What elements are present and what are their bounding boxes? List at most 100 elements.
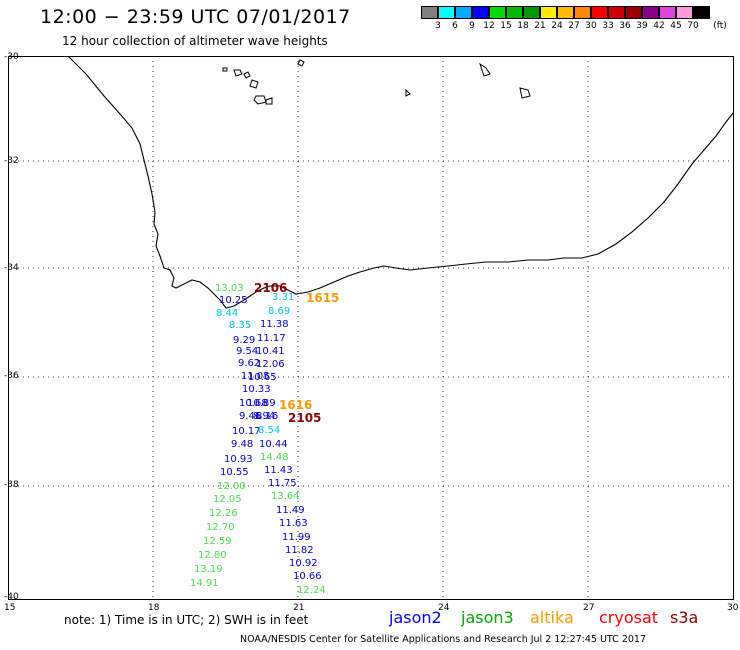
scale-tick-label: 27 bbox=[568, 21, 580, 31]
wave-height-value: 8.35 bbox=[229, 320, 252, 331]
scale-tick-label: 3 bbox=[435, 21, 441, 31]
wave-height-value: 11.17 bbox=[257, 333, 286, 344]
scale-swatch bbox=[625, 6, 642, 19]
wave-height-value: 3.31 bbox=[272, 292, 295, 303]
longitude-label: 18 bbox=[148, 603, 160, 613]
wave-height-value: 10.44 bbox=[259, 439, 288, 450]
wave-height-value: 11.75 bbox=[268, 478, 297, 489]
wave-height-value: 12.06 bbox=[256, 359, 285, 370]
pass-id: 1615 bbox=[306, 291, 340, 305]
wave-height-value: 8.16 bbox=[256, 411, 279, 422]
wave-height-value: 12.00 bbox=[217, 481, 246, 492]
scale-swatch bbox=[540, 6, 557, 19]
wave-height-value: 10.41 bbox=[256, 346, 285, 357]
satellite-name-jason2: jason2 bbox=[389, 608, 442, 627]
scale-tick-label: 9 bbox=[469, 21, 475, 31]
page-title: 12:00 − 23:59 UTC 07/01/2017 bbox=[40, 6, 351, 28]
wave-height-value: 12.26 bbox=[209, 508, 238, 519]
wave-height-value: 9.48 bbox=[231, 439, 254, 450]
scale-swatch bbox=[472, 6, 489, 19]
pass-id: 2106 bbox=[254, 281, 288, 295]
wave-height-value: 10.92 bbox=[289, 558, 318, 569]
satellite-name-altika: altika bbox=[530, 608, 574, 627]
wave-height-value: 11.82 bbox=[285, 545, 314, 556]
wave-height-value: 13.19 bbox=[194, 564, 223, 575]
wave-height-value: 11.49 bbox=[276, 505, 305, 516]
pass-id: 1616 bbox=[279, 398, 313, 412]
scale-swatch bbox=[693, 6, 710, 19]
scale-unit: (ft) bbox=[713, 21, 727, 31]
wave-height-value: 12.24 bbox=[297, 585, 326, 596]
wave-height-value: 14.91 bbox=[190, 578, 219, 589]
scale-swatch bbox=[574, 6, 591, 19]
scale-tick-label: 45 bbox=[670, 21, 682, 31]
wave-height-value: 8.44 bbox=[216, 308, 239, 319]
wave-height-value: 10.17 bbox=[232, 426, 261, 437]
scale-tick-label: 30 bbox=[585, 21, 597, 31]
scale-swatch bbox=[659, 6, 676, 19]
scale-swatch bbox=[591, 6, 608, 19]
wave-height-value: 12.70 bbox=[206, 522, 235, 533]
scale-swatch bbox=[557, 6, 574, 19]
coastline bbox=[67, 56, 734, 309]
scale-tick-label: 70 bbox=[687, 21, 699, 31]
longitude-label: 15 bbox=[4, 603, 16, 613]
wave-height-value: 10.89 bbox=[247, 398, 276, 409]
wave-height-value: 12.59 bbox=[203, 536, 232, 547]
scale-tick-label: 21 bbox=[534, 21, 546, 31]
wave-height-value: 11.38 bbox=[260, 319, 289, 330]
scale-tick-label: 18 bbox=[517, 21, 529, 31]
scale-swatch bbox=[608, 6, 625, 19]
scale-swatch bbox=[676, 6, 693, 19]
scale-swatch bbox=[455, 6, 472, 19]
graticule-grid bbox=[8, 56, 734, 600]
scale-swatch bbox=[642, 6, 659, 19]
wave-height-value: 10.93 bbox=[224, 454, 253, 465]
scale-tick-label: 15 bbox=[500, 21, 512, 31]
map-border bbox=[8, 56, 734, 600]
satellite-name-jason3: jason3 bbox=[461, 608, 514, 627]
wave-height-value: 10.55 bbox=[220, 467, 249, 478]
wave-height-value: 8.69 bbox=[268, 306, 291, 317]
wave-height-value: 9.54 bbox=[236, 346, 259, 357]
map-note: note: 1) Time is in UTC; 2) SWH is in fe… bbox=[64, 613, 309, 627]
satellite-name-cryosat: cryosat bbox=[599, 608, 659, 627]
scale-swatch bbox=[506, 6, 523, 19]
wave-height-value: 11.05 bbox=[241, 371, 270, 382]
scale-swatch bbox=[438, 6, 455, 19]
scale-swatch bbox=[421, 6, 438, 19]
footer-credit: NOAA/NESDIS Center for Satellite Applica… bbox=[240, 634, 646, 645]
wave-height-value: 10.25 bbox=[219, 295, 248, 306]
scale-tick-label: 39 bbox=[636, 21, 648, 31]
map-frame bbox=[8, 56, 734, 600]
page-subtitle: 12 hour collection of altimeter wave hei… bbox=[62, 34, 328, 48]
wave-height-value: 13.03 bbox=[215, 283, 244, 294]
island-outlines bbox=[222, 59, 531, 105]
pass-id: 2105 bbox=[288, 411, 322, 425]
latitude-label: -32 bbox=[4, 156, 19, 166]
satellite-name-s3a: s3a bbox=[670, 608, 699, 627]
wave-height-value: 11.99 bbox=[282, 532, 311, 543]
wave-height-value: 10.68 bbox=[239, 398, 268, 409]
wave-height-value: 9.62 bbox=[238, 358, 261, 369]
wave-height-value: 10.33 bbox=[242, 384, 271, 395]
latitude-label: -38 bbox=[4, 480, 19, 490]
longitude-label: 27 bbox=[583, 603, 595, 613]
scale-tick-label: 33 bbox=[602, 21, 614, 31]
scale-swatch bbox=[489, 6, 506, 19]
wave-height-value: 10.66 bbox=[293, 571, 322, 582]
wave-height-value: 13.64 bbox=[271, 491, 300, 502]
wave-height-value: 10.65 bbox=[248, 372, 277, 383]
scale-tick-label: 24 bbox=[551, 21, 563, 31]
scale-tick-label: 6 bbox=[452, 21, 458, 31]
wave-height-value: 12.05 bbox=[213, 494, 242, 505]
scale-tick-label: 42 bbox=[653, 21, 665, 31]
wave-height-value: 14.48 bbox=[260, 452, 289, 463]
wave-height-value: 9.46 bbox=[239, 411, 262, 422]
wave-height-value: 8.94 bbox=[253, 411, 276, 422]
latitude-label: -40 bbox=[4, 592, 19, 602]
wave-height-value: 12.80 bbox=[198, 550, 227, 561]
wave-height-value: 11.43 bbox=[264, 465, 293, 476]
scale-tick-label: 12 bbox=[483, 21, 495, 31]
